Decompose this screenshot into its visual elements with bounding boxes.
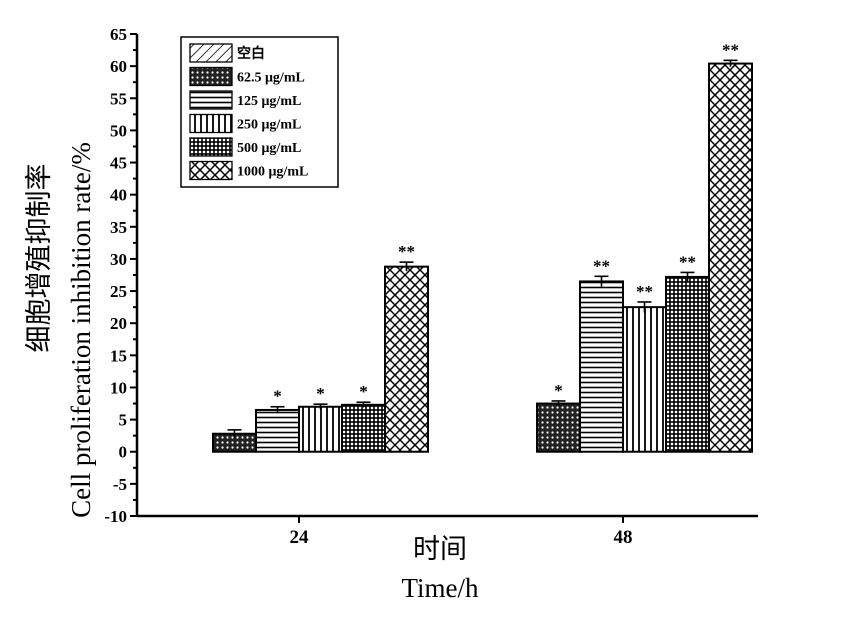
bar bbox=[579, 280, 624, 453]
y-tick-label: 25 bbox=[110, 282, 127, 301]
y-tick-label: 20 bbox=[110, 314, 127, 333]
y-tick-label: 40 bbox=[110, 186, 127, 205]
legend-label: 125 μg/mL bbox=[237, 94, 301, 109]
significance-marker: ** bbox=[398, 242, 415, 261]
y-axis-title-zh: 细胞增殖抑制率 bbox=[24, 164, 54, 353]
x-axis-title-en: Time/h bbox=[401, 573, 479, 603]
bar bbox=[622, 306, 667, 453]
legend-swatch bbox=[189, 66, 233, 87]
legend-swatch bbox=[189, 113, 233, 134]
y-tick-label: 10 bbox=[110, 378, 127, 397]
significance-marker: * bbox=[316, 384, 325, 403]
y-tick-label: 55 bbox=[110, 89, 127, 108]
y-tick-label: 45 bbox=[110, 154, 127, 173]
bar bbox=[341, 403, 386, 453]
significance-marker: ** bbox=[593, 256, 610, 275]
y-axis-title-en: Cell proliferation inhibition rate/% bbox=[66, 142, 96, 518]
x-axis-title-zh: 时间 bbox=[413, 534, 467, 564]
significance-marker: ** bbox=[722, 40, 739, 59]
legend-label: 250 μg/mL bbox=[237, 118, 301, 133]
y-tick-label: 60 bbox=[110, 57, 127, 76]
y-tick-label: -10 bbox=[104, 507, 127, 526]
y-tick-label: 0 bbox=[119, 443, 128, 462]
y-tick-label: 50 bbox=[110, 121, 127, 140]
legend-label: 空白 bbox=[237, 45, 265, 62]
y-tick-label: 65 bbox=[110, 25, 127, 44]
bar bbox=[665, 275, 710, 453]
legend-swatch bbox=[189, 160, 233, 181]
legend-label: 500 μg/mL bbox=[237, 141, 301, 156]
y-tick-label: 30 bbox=[110, 250, 127, 269]
legend-swatch bbox=[189, 137, 233, 157]
x-axis: 24 48 bbox=[137, 514, 758, 548]
bar bbox=[536, 402, 581, 453]
significance-marker: ** bbox=[636, 282, 653, 301]
y-tick-label: 35 bbox=[110, 218, 127, 237]
bar bbox=[708, 62, 753, 453]
x-tick-label: 24 bbox=[290, 527, 310, 548]
significance-marker: ** bbox=[679, 252, 696, 271]
significance-marker: * bbox=[359, 382, 368, 401]
bar bbox=[298, 405, 343, 453]
legend-label: 62.5 μg/mL bbox=[237, 71, 305, 86]
y-tick-label: -5 bbox=[113, 475, 127, 494]
y-axis: -10 -5 0 5 10 15 20 25 30 35 40 45 50 55 60 65 bbox=[104, 25, 139, 526]
y-tick-label: 15 bbox=[110, 346, 127, 365]
legend: 空白 62.5 μg/mL 125 μg/mL 250 μg/mL 500 μg/mL 1… bbox=[180, 36, 339, 188]
legend-label: 1000 μg/mL bbox=[237, 165, 308, 180]
significance-marker: * bbox=[554, 381, 563, 400]
bar bbox=[384, 265, 429, 453]
y-tick-label: 5 bbox=[119, 411, 128, 430]
x-tick-label: 48 bbox=[614, 527, 633, 548]
bar bbox=[255, 408, 300, 453]
plot-area: * * ************ bbox=[212, 40, 753, 453]
legend-swatch bbox=[189, 90, 233, 110]
significance-marker: * bbox=[273, 387, 282, 406]
legend-swatch bbox=[189, 43, 233, 63]
